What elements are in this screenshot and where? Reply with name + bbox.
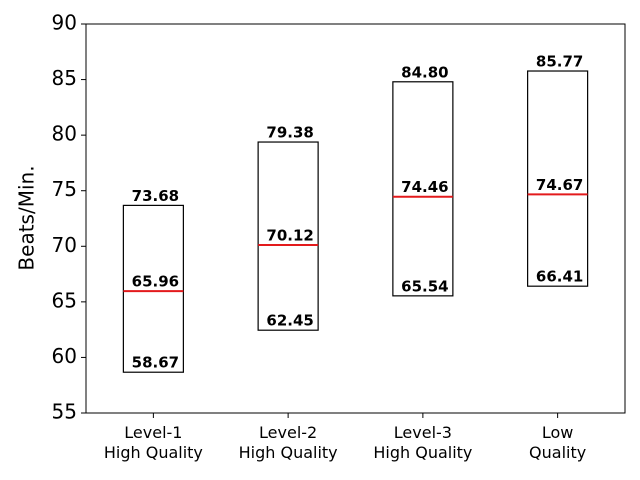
low-label: 66.41 [536, 268, 583, 286]
y-tick-label: 85 [52, 66, 77, 90]
x-tick-label: Low Quality [529, 423, 586, 462]
high-label: 79.38 [266, 124, 313, 142]
x-tick-label: Level-3 High Quality [373, 423, 472, 462]
x-tick-label: Level-1 High Quality [104, 423, 203, 462]
range-box [527, 70, 589, 287]
y-tick-label: 80 [52, 122, 77, 146]
x-tick-label: Level-2 High Quality [239, 423, 338, 462]
high-label: 73.68 [132, 187, 179, 205]
high-label: 84.80 [401, 63, 448, 81]
low-label: 62.45 [266, 312, 313, 330]
y-tick-label: 90 [52, 11, 77, 35]
median-label: 74.46 [401, 178, 448, 196]
y-tick-label: 55 [52, 400, 77, 424]
range-box [257, 141, 319, 331]
high-label: 85.77 [536, 53, 583, 71]
y-tick-label: 70 [52, 233, 77, 257]
range-box [122, 204, 184, 373]
y-tick-label: 60 [52, 344, 77, 368]
y-axis-label: Beats/Min. [15, 165, 39, 270]
y-tick-label: 75 [52, 177, 77, 201]
range-box [392, 81, 454, 297]
y-tick-label: 65 [52, 288, 77, 312]
median-label: 74.67 [536, 176, 583, 194]
median-label: 65.96 [132, 273, 179, 291]
median-label: 70.12 [266, 226, 313, 244]
low-label: 58.67 [132, 354, 179, 372]
plot-frame [85, 23, 626, 414]
low-label: 65.54 [401, 277, 448, 295]
